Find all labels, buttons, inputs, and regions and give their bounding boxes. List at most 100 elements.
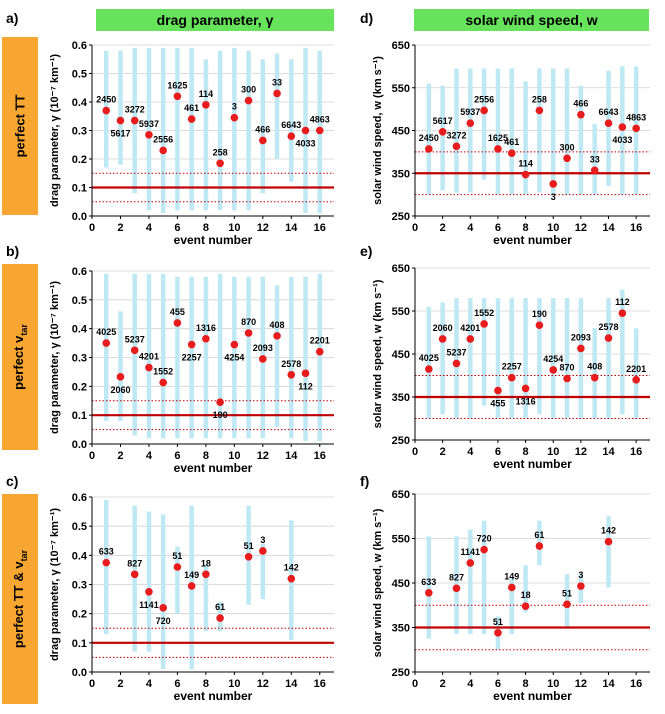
y-tick-label: 0.5 [72, 521, 87, 533]
y-tick-label: 0.2 [72, 154, 87, 166]
y-tick-label: 250 [392, 211, 410, 223]
data-point [521, 602, 530, 610]
point-label: 461 [504, 137, 519, 147]
x-tick-label: 6 [174, 678, 180, 690]
x-tick-label: 0 [89, 678, 95, 690]
data-point [273, 332, 281, 340]
x-tick-label: 10 [228, 678, 240, 690]
data-point [259, 547, 267, 555]
x-tick-label: 8 [203, 222, 209, 234]
y-tick-label: 250 [392, 667, 410, 679]
x-tick-label: 12 [575, 446, 587, 458]
point-label: 5237 [446, 347, 466, 357]
point-label: 18 [521, 590, 531, 600]
point-label: 2556 [474, 94, 494, 104]
point-label: 51 [562, 588, 572, 598]
x-tick-label: 2 [440, 222, 446, 234]
point-label: 827 [127, 558, 142, 568]
y-tick-label: 0.5 [72, 69, 87, 81]
point-label: 4025 [96, 327, 116, 337]
data-point [187, 582, 196, 590]
data-point [315, 126, 324, 135]
point-label: 33 [590, 154, 600, 164]
panel-label-e: e) [360, 243, 373, 259]
point-label: 1625 [488, 133, 508, 143]
y-tick-label: 0.2 [72, 381, 87, 393]
point-label: 4254 [543, 354, 563, 364]
data-point [187, 340, 196, 349]
data-point [604, 537, 613, 546]
y-tick-label: 350 [392, 392, 410, 404]
data-point [273, 89, 281, 98]
x-tick-label: 0 [89, 222, 95, 234]
data-point [130, 346, 139, 355]
data-point [521, 170, 530, 179]
point-label: 114 [518, 159, 533, 169]
row-label-perfect-vtar: perfect vtar [2, 264, 38, 450]
data-point [173, 563, 182, 571]
data-point [102, 106, 111, 115]
point-label: 4201 [460, 323, 480, 333]
data-point [535, 321, 544, 329]
data-point [590, 373, 599, 382]
x-tick-label: 8 [523, 678, 529, 690]
y-tick-label: 650 [392, 489, 410, 501]
data-point [494, 145, 502, 153]
row-label-perfect-tt: perfect TT [2, 37, 38, 215]
point-label: 5617 [433, 116, 453, 126]
data-point [287, 574, 296, 583]
data-point [145, 363, 153, 372]
data-point [159, 378, 167, 387]
y-tick-label: 450 [392, 126, 410, 138]
point-label: 1552 [153, 367, 173, 377]
header-solar-wind-speed: solar wind speed, w [414, 9, 649, 31]
point-label: 4863 [626, 112, 646, 122]
point-label: 1316 [196, 323, 216, 333]
point-label: 33 [272, 77, 282, 87]
point-label: 5937 [139, 119, 159, 129]
y-tick-label: 0.3 [72, 353, 87, 365]
point-label: 3272 [125, 105, 145, 115]
point-label: 461 [184, 103, 199, 113]
header-right-text: solar wind speed, w [465, 12, 598, 28]
y-tick-label: 350 [392, 623, 410, 635]
data-point [480, 320, 488, 328]
chart-c: 0.0 0.1 0.2 0.3 0.4 0.5 0.6 0 2 4 6 8 10 12 14 16 event … [49, 492, 334, 703]
point-label: 3272 [446, 130, 466, 140]
data-point [202, 101, 210, 109]
data-point [632, 124, 640, 133]
x-axis-label: event number [174, 461, 253, 475]
data-point [577, 110, 585, 119]
x-tick-label: 0 [412, 222, 418, 234]
point-label: 408 [270, 320, 285, 330]
data-point [216, 614, 224, 622]
x-tick-label: 10 [228, 450, 240, 462]
data-point [244, 96, 253, 105]
data-point [425, 145, 433, 153]
row-label-perfect-tt-vtar: perfect TT & vtar [2, 494, 38, 704]
data-point [173, 319, 182, 327]
panel-label-c: c) [6, 473, 19, 489]
data-point [494, 629, 502, 637]
x-tick-label: 2 [440, 678, 446, 690]
data-point [521, 384, 530, 393]
data-point [480, 545, 488, 554]
x-tick-label: 2 [117, 678, 123, 690]
data-point [466, 559, 475, 567]
y-tick-label: 450 [392, 349, 410, 361]
data-point [145, 587, 153, 596]
data-point [507, 583, 516, 592]
x-tick-label: 16 [630, 678, 642, 690]
data-point [494, 386, 502, 395]
data-point [301, 369, 310, 378]
x-tick-label: 10 [228, 222, 240, 234]
data-point [102, 558, 111, 567]
data-point [535, 106, 544, 115]
point-label: 455 [170, 307, 185, 317]
point-label: 408 [587, 362, 602, 372]
point-label: 2060 [433, 323, 453, 333]
data-point [259, 355, 267, 363]
point-label: 61 [215, 602, 225, 612]
